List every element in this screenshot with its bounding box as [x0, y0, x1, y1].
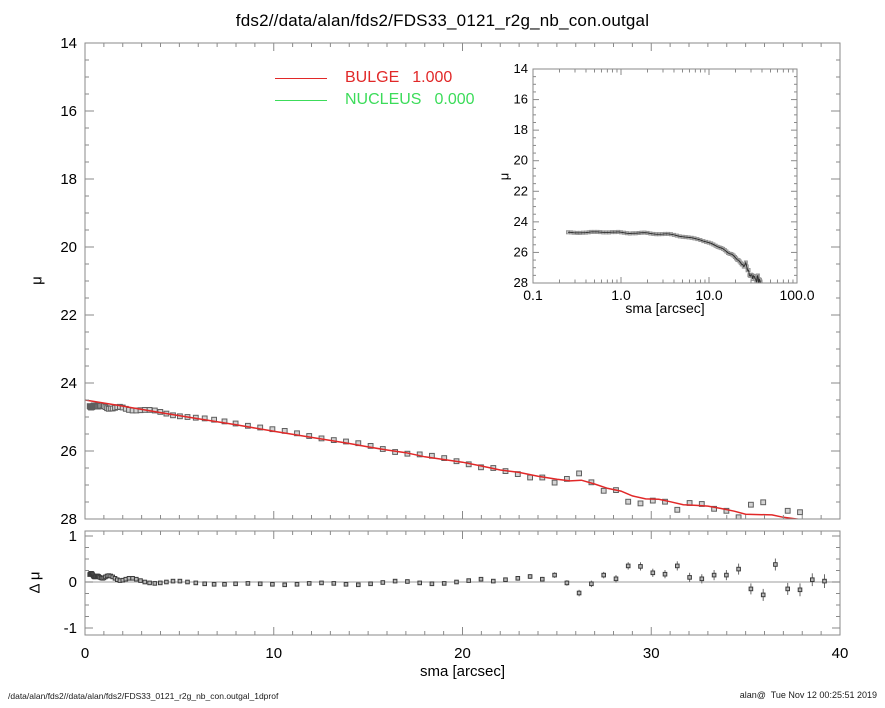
- main-y-axis-label: μ: [28, 276, 46, 285]
- residual-y-axis-label: Δ μ: [26, 571, 44, 594]
- main-plot-frame: [84, 42, 841, 520]
- bulge-legend-label: BULGE 1.000: [345, 69, 452, 87]
- inset-y-axis-label: μ: [496, 172, 512, 181]
- footer-user-timestamp: alan@ Tue Nov 12 00:25:51 2019: [739, 690, 877, 700]
- plot-title: fds2//data/alan/fds2/FDS33_0121_r2g_nb_c…: [235, 11, 650, 30]
- svg-text:26: 26: [60, 443, 77, 460]
- svg-text:20: 20: [454, 645, 471, 662]
- svg-text:28: 28: [60, 511, 77, 528]
- nucleus-legend-line: [275, 100, 327, 101]
- svg-text:26: 26: [514, 244, 528, 259]
- bulge-value: 1.000: [412, 69, 453, 86]
- nucleus-name: NUCLEUS: [345, 91, 422, 108]
- inset-data: [566, 229, 764, 283]
- svg-text:10: 10: [265, 645, 282, 662]
- footer-file-path: /data/alan/fds2//data/alan/fds2/FDS33_01…: [8, 691, 279, 701]
- svg-text:1.0: 1.0: [611, 287, 631, 303]
- svg-text:24: 24: [514, 214, 528, 229]
- svg-text:22: 22: [60, 307, 77, 324]
- inset-plot-frame: [532, 68, 798, 284]
- svg-text:0: 0: [69, 574, 77, 591]
- svg-text:24: 24: [60, 375, 77, 392]
- svg-text:16: 16: [514, 92, 528, 107]
- svg-text:0.1: 0.1: [523, 287, 543, 303]
- svg-text:1: 1: [69, 528, 77, 545]
- svg-text:20: 20: [60, 239, 77, 256]
- legend-entry-bulge: BULGE 1.000: [275, 69, 555, 89]
- inset-x-axis-label: sma [arcsec]: [625, 300, 705, 316]
- axis-ticks: [84, 42, 841, 635]
- svg-text:0: 0: [81, 645, 89, 662]
- svg-text:-1: -1: [64, 620, 77, 637]
- svg-text:40: 40: [832, 645, 849, 662]
- legend-entry-nucleus: NUCLEUS 0.000: [275, 91, 555, 111]
- svg-text:18: 18: [514, 122, 528, 137]
- bulge-name: BULGE: [345, 69, 400, 86]
- main-data-points: [86, 402, 816, 519]
- svg-text:20: 20: [514, 153, 528, 168]
- svg-text:100.0: 100.0: [779, 287, 814, 303]
- residual-points: [87, 558, 827, 601]
- svg-text:18: 18: [60, 171, 77, 188]
- svg-text:30: 30: [643, 645, 660, 662]
- svg-text:10.0: 10.0: [695, 287, 722, 303]
- svg-text:22: 22: [514, 183, 528, 198]
- svg-text:14: 14: [60, 35, 77, 52]
- nucleus-value: 0.000: [434, 91, 475, 108]
- bulge-model-line: [85, 399, 803, 519]
- svg-text:14: 14: [514, 61, 528, 76]
- bottom-x-axis-label: sma [arcsec]: [419, 663, 506, 680]
- bulge-legend-line: [275, 78, 327, 79]
- nucleus-legend-label: NUCLEUS 0.000: [345, 91, 475, 109]
- svg-text:16: 16: [60, 103, 77, 120]
- svg-text:28: 28: [514, 275, 528, 290]
- plot-frames: [84, 42, 841, 636]
- residual-plot-frame: [84, 530, 841, 636]
